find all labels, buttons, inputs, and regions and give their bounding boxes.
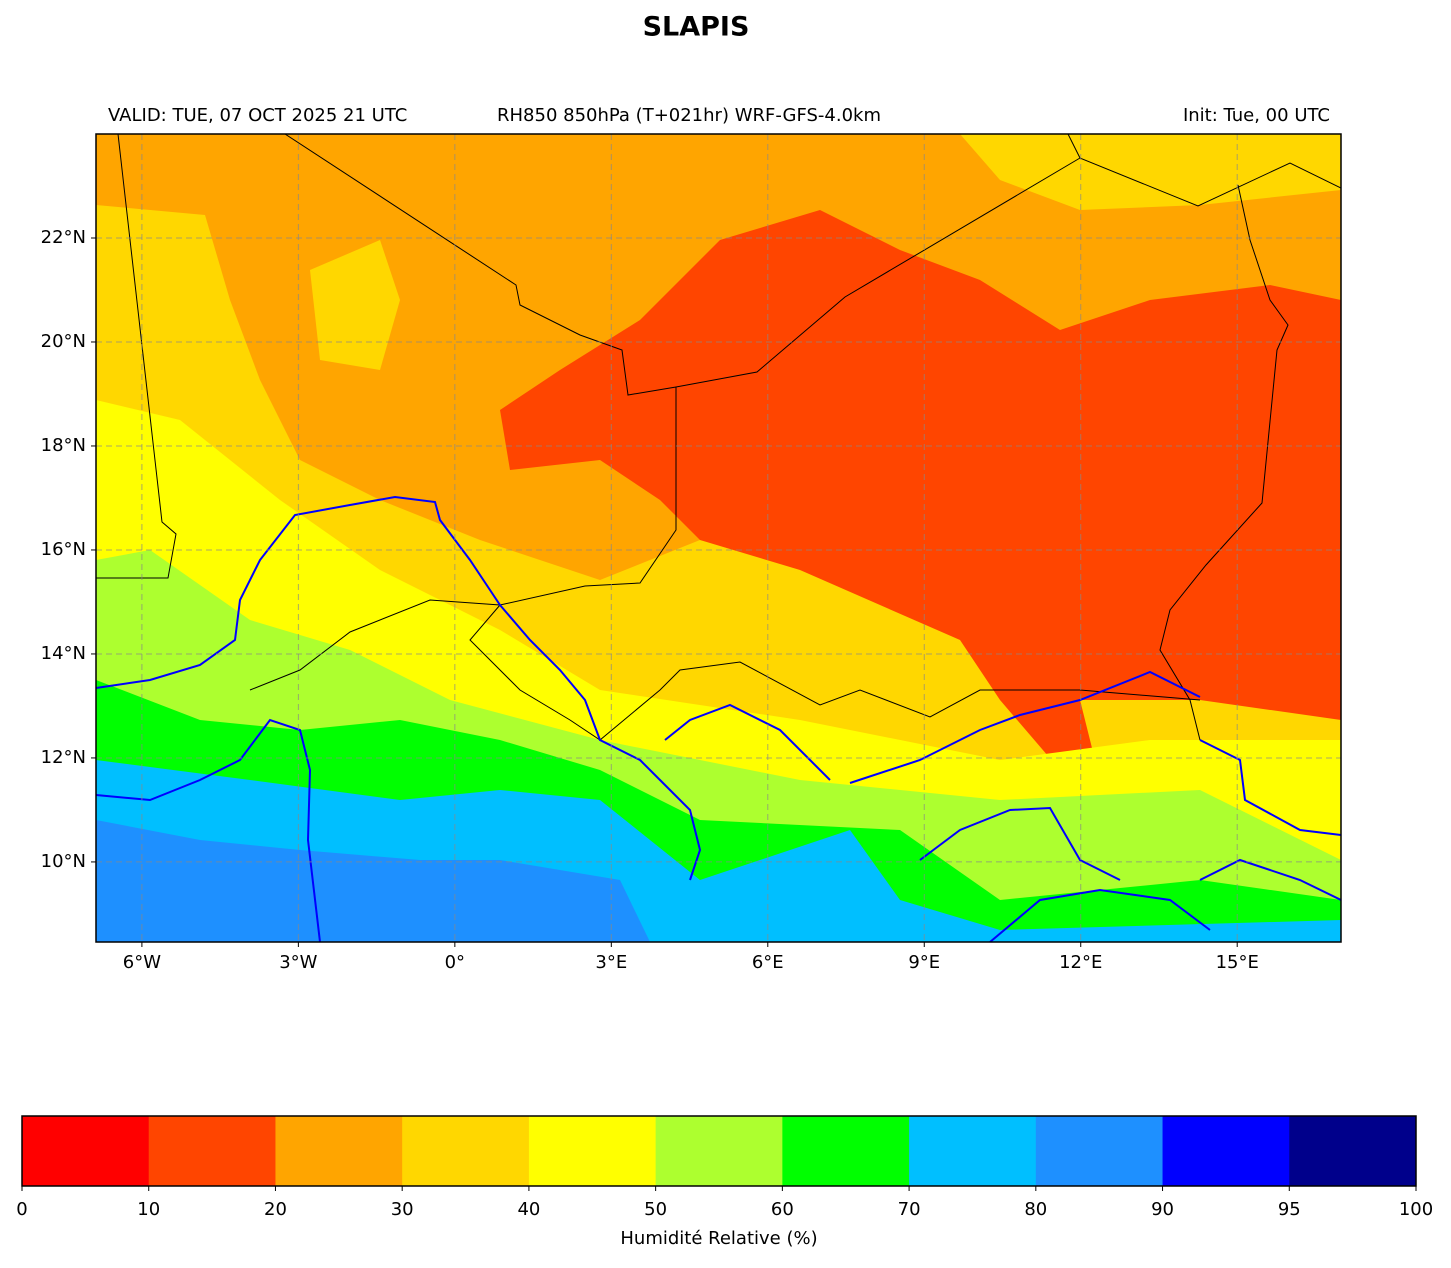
y-tick-label: 12°N (41, 747, 86, 768)
x-tick-label: 6°E (752, 952, 784, 973)
colorbar-tick-label: 10 (137, 1199, 160, 1220)
colorbar-segment (1162, 1116, 1290, 1186)
axes: 6°W 3°W 0° 3°E 6°E 9°E 12°E 15°E 10°N 12°N 14°N 16°… (41, 134, 1341, 973)
x-tick-label: 12°E (1059, 952, 1102, 973)
colorbar-tick-label: 40 (517, 1199, 540, 1220)
colorbar-segment (275, 1116, 403, 1186)
colorbar-segment (1289, 1116, 1417, 1186)
colorbar-frame (21, 1115, 1417, 1187)
colorbar-tick-label: 70 (898, 1199, 921, 1220)
x-tick-label: 0° (445, 952, 465, 973)
colorbar-tick-label: 80 (1024, 1199, 1047, 1220)
field-30-40-patch (310, 240, 400, 370)
colorbar-segment (22, 1116, 150, 1186)
rivers (96, 495, 1341, 942)
colorbar-segment (148, 1116, 276, 1186)
colorbar-tick-label: 100 (1399, 1199, 1433, 1220)
colorbar-tick-label: 50 (644, 1199, 667, 1220)
y-tick-label: 14°N (41, 643, 86, 664)
colorbar-segment (402, 1116, 530, 1186)
x-tick-label: 9°E (908, 952, 940, 973)
field-10-20 (500, 210, 1341, 780)
y-tick-label: 18°N (41, 435, 86, 456)
colorbar-segment (655, 1116, 783, 1186)
x-tick-label: 6°W (123, 952, 161, 973)
x-tick-label: 3°E (595, 952, 627, 973)
colorbar-tick-label: 95 (1278, 1199, 1301, 1220)
colorbar-tick-label: 90 (1151, 1199, 1174, 1220)
colorbar-label: Humidité Relative (%) (620, 1228, 817, 1249)
y-tick-label: 10°N (41, 851, 86, 872)
colorbar-tick-label: 60 (771, 1199, 794, 1220)
colorbar-tick-label: 20 (264, 1199, 287, 1220)
y-tick-label: 20°N (41, 331, 86, 352)
map-field (96, 134, 1341, 942)
colorbar-tick-label: 30 (391, 1199, 414, 1220)
x-tick-label: 3°W (279, 952, 317, 973)
map-frame (95, 133, 1342, 943)
valid-time: VALID: TUE, 07 OCT 2025 21 UTC (108, 105, 407, 126)
colorbar-segment (782, 1116, 910, 1186)
title: SLAPIS (643, 12, 750, 43)
colorbar-segment (528, 1116, 657, 1186)
y-tick-label: 22°N (41, 227, 86, 248)
field-30-40-north (960, 134, 1341, 210)
colorbar-tick-label: 0 (16, 1199, 27, 1220)
field-80-90 (96, 820, 650, 942)
borders (96, 134, 1341, 741)
colorbar-segment (1035, 1116, 1164, 1186)
x-tick-label: 15°E (1216, 952, 1259, 973)
init-time: Init: Tue, 00 UTC (1183, 105, 1330, 126)
colorbar-segment (909, 1116, 1037, 1186)
product: RH850 850hPa (T+021hr) WRF-GFS-4.0km (497, 105, 881, 126)
y-tick-label: 16°N (41, 539, 86, 560)
